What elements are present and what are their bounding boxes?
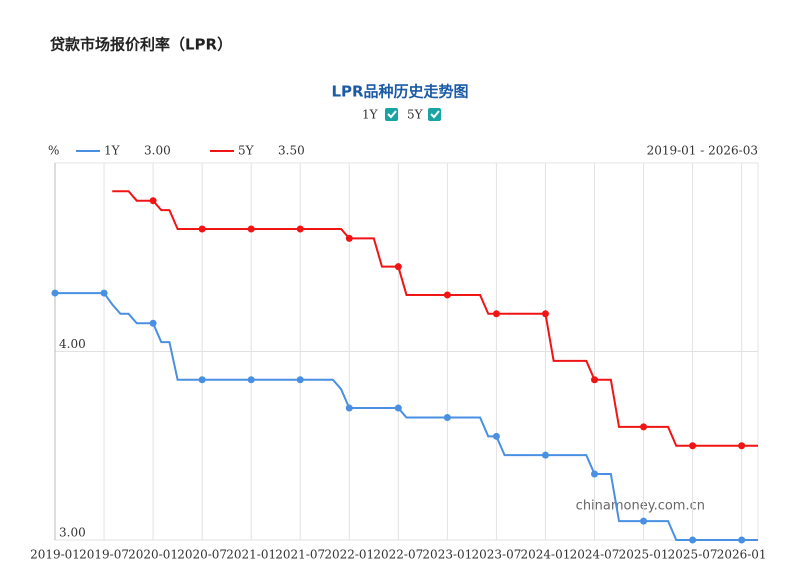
point — [541, 451, 549, 459]
point — [591, 470, 599, 478]
point — [394, 263, 402, 271]
range-label: 2019-01 - 2026-03 — [647, 144, 758, 158]
point — [640, 517, 648, 525]
legend-value: 3.50 — [278, 144, 305, 158]
x-tick-label: 2024-07 — [570, 548, 620, 562]
point — [296, 225, 304, 233]
point — [51, 289, 59, 297]
point — [541, 310, 549, 318]
x-tick-label: 2021-07 — [275, 548, 325, 562]
x-tick-label: 2019-01 — [30, 548, 80, 562]
chart-title: LPR品种历史走势图 — [331, 83, 468, 101]
point — [689, 442, 697, 450]
watermark: chinamoney.com.cn — [576, 499, 705, 514]
point — [689, 536, 697, 544]
series-line — [112, 190, 758, 447]
x-tick-label: 2022-01 — [324, 548, 374, 562]
point — [149, 197, 157, 205]
point — [296, 376, 304, 384]
x-tick-label: 2025-01 — [619, 548, 669, 562]
x-tick-label: 2021-01 — [226, 548, 276, 562]
check-icon — [387, 110, 397, 119]
y-tick-label: 3.00 — [59, 526, 86, 540]
point — [738, 442, 746, 450]
y-tick-label: 4.00 — [59, 337, 86, 351]
point — [198, 225, 206, 233]
checkbox[interactable] — [385, 108, 398, 121]
unit-label: % — [48, 144, 59, 158]
x-tick-label: 2024-01 — [521, 548, 571, 562]
point — [443, 291, 451, 299]
point — [492, 432, 500, 440]
point — [100, 289, 108, 297]
toggle-label: 1Y — [362, 108, 379, 122]
point — [640, 423, 648, 431]
point — [394, 404, 402, 412]
x-tick-label: 2019-07 — [79, 548, 129, 562]
point — [591, 376, 599, 384]
point — [247, 225, 255, 233]
point — [198, 376, 206, 384]
checkbox[interactable] — [428, 108, 441, 121]
point — [345, 404, 353, 412]
legend-value: 3.00 — [144, 144, 171, 158]
x-tick-label: 2023-07 — [471, 548, 521, 562]
point — [345, 234, 353, 242]
x-tick-label: 2025-07 — [668, 548, 718, 562]
toggle-label: 5Y — [407, 108, 424, 122]
x-tick-label: 2020-01 — [128, 548, 178, 562]
legend-label: 5Y — [238, 144, 255, 158]
page-title: 贷款市场报价利率（LPR） — [50, 36, 232, 54]
point — [738, 536, 746, 544]
x-tick-label: 2022-07 — [373, 548, 423, 562]
point — [443, 413, 451, 421]
x-tick-label: 2026-01 — [717, 548, 767, 562]
legend-label: 1Y — [104, 144, 121, 158]
x-tick-label: 2020-07 — [177, 548, 227, 562]
check-icon — [430, 110, 440, 119]
point — [149, 319, 157, 327]
x-tick-label: 2023-01 — [422, 548, 472, 562]
point — [247, 376, 255, 384]
point — [492, 310, 500, 318]
